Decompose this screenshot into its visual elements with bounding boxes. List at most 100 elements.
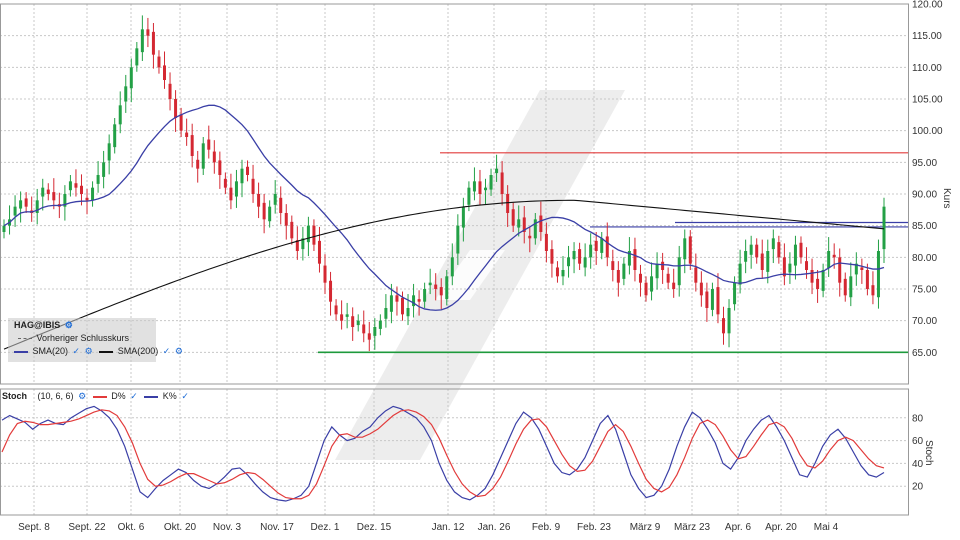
candle-body (511, 209, 515, 226)
candle-body (13, 206, 17, 216)
candle-body (528, 235, 532, 239)
candle-body (633, 249, 637, 270)
stoch-d-line (1, 409, 885, 500)
candle-body (782, 257, 786, 277)
price-tick-label: 115.00 (912, 31, 942, 42)
x-tick-label: Feb. 23 (577, 522, 611, 533)
price-legend: HAG@IBIS ⚙ Vorheriger Schlusskurs SMA(20… (8, 318, 183, 362)
candle-body (710, 289, 714, 310)
legend-prev-close: Vorheriger Schlusskurs (14, 333, 129, 343)
settings-icon[interactable]: ⚙ (174, 346, 183, 356)
candle-body (68, 181, 72, 191)
candle-body (555, 267, 559, 277)
price-panel-frame (0, 3, 909, 385)
candle-body (655, 263, 659, 279)
x-tick-label: Jan. 26 (478, 522, 511, 533)
candle-body (423, 289, 427, 302)
candle-body (96, 175, 100, 184)
candle-body (340, 314, 344, 321)
candle-body (583, 257, 587, 268)
candle-body (223, 178, 227, 188)
x-tick-label: Jan. 12 (432, 522, 465, 533)
check-icon[interactable]: ✓ (130, 391, 138, 401)
candle-body (876, 251, 880, 298)
settings-icon[interactable]: ⚙ (84, 346, 93, 356)
candle-body (234, 181, 238, 197)
candle-body (174, 99, 178, 118)
candle-body (821, 270, 825, 291)
candle-body (578, 249, 582, 264)
candle-body (860, 267, 864, 270)
x-tick-label: März 9 (630, 522, 661, 533)
candle-body (201, 143, 205, 169)
candle-body (129, 67, 133, 89)
legend-sma: SMA(20) ✓ ⚙ SMA(200) ✓ ⚙ (14, 346, 183, 357)
panel-frames (0, 3, 909, 516)
candle-body (329, 280, 333, 302)
candle-body (495, 168, 499, 174)
candle-body (74, 183, 78, 188)
price-tick-label: 100.00 (912, 126, 943, 137)
x-tick-label: Dez. 15 (357, 522, 392, 533)
stoch-name: Stoch (2, 391, 28, 401)
candle-body (838, 257, 842, 283)
candle-body (135, 48, 139, 66)
x-tick-label: Okt. 6 (118, 522, 145, 533)
candle-body (41, 187, 45, 197)
candle-body (251, 178, 255, 194)
check-icon[interactable]: ✓ (181, 391, 189, 401)
price-tick-label: 80.00 (912, 253, 937, 264)
x-tick-label: Okt. 20 (164, 522, 197, 533)
candle-body (500, 172, 504, 194)
price-tick-label: 95.00 (912, 158, 937, 169)
stoch-tick-label: 60 (912, 436, 924, 447)
candle-body (871, 285, 875, 296)
candle-body (406, 308, 410, 317)
candle-body (312, 225, 316, 245)
candle-body (467, 187, 471, 205)
candle-body (290, 221, 294, 239)
candle-body (550, 249, 554, 264)
candle-body (594, 240, 598, 251)
candle-body (35, 200, 39, 213)
candle-body (677, 257, 681, 286)
candle-body (434, 284, 438, 289)
candle-body (461, 206, 465, 228)
settings-icon[interactable]: ⚙ (78, 391, 87, 401)
candle-body (185, 132, 189, 137)
x-tick-label: Apr. 20 (765, 522, 797, 533)
candle-body (389, 295, 393, 312)
candle-body (445, 276, 449, 300)
candle-body (207, 139, 211, 150)
x-tick-label: Mai 4 (814, 522, 839, 533)
candle-body (799, 242, 803, 258)
candle-body (484, 187, 488, 191)
candle-body (246, 166, 250, 175)
candle-body (650, 276, 654, 292)
candle-body (345, 314, 349, 317)
candle-body (683, 238, 687, 260)
candle-body (616, 270, 620, 283)
candle-body (744, 251, 748, 262)
candle-body (262, 202, 266, 220)
candle-body (816, 278, 820, 289)
price-tick-label: 70.00 (912, 316, 937, 327)
candle-body (378, 320, 382, 329)
candle-body (771, 238, 775, 250)
stoch-params: (10, 6, 6) (37, 391, 74, 401)
check-icon[interactable]: ✓ (162, 346, 171, 356)
settings-icon[interactable]: ⚙ (64, 320, 73, 330)
candle-body (412, 295, 416, 307)
candle-body (102, 162, 106, 177)
candle-body (284, 213, 288, 226)
candle-body (146, 29, 150, 36)
check-icon[interactable]: ✓ (72, 346, 81, 356)
candle-body (865, 270, 869, 289)
sma20-line (3, 104, 885, 311)
candle-body (257, 194, 261, 207)
horizontal-levels (318, 152, 908, 354)
candle-body (694, 267, 698, 283)
candle-body (699, 282, 703, 296)
sma200-swatch-icon (99, 350, 114, 353)
